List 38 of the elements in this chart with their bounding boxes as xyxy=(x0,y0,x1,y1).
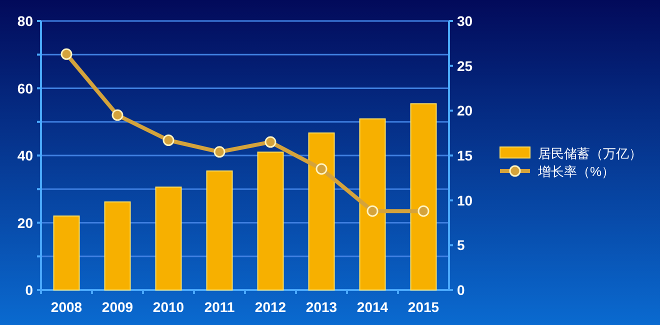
point xyxy=(60,48,72,60)
point xyxy=(264,136,276,148)
x-tick-label: 2011 xyxy=(204,299,235,315)
legend-label: 居民储蓄（万亿） xyxy=(538,146,642,161)
y-tick-label: 40 xyxy=(17,148,34,164)
x-tick-label: 2010 xyxy=(152,299,184,315)
bar xyxy=(155,186,182,290)
x-tick-label: 2008 xyxy=(50,299,82,315)
y2-tick-label: 20 xyxy=(457,102,473,119)
y2-tick-label: 5 xyxy=(457,237,465,254)
y2-tick-label: 15 xyxy=(457,148,473,164)
y-tick-label: 80 xyxy=(17,13,34,29)
bar xyxy=(104,201,131,290)
point xyxy=(418,205,430,217)
y-tick-label: 60 xyxy=(17,80,34,96)
x-tick-label: 2009 xyxy=(102,299,134,315)
x-tick-label: 2014 xyxy=(356,299,388,315)
point xyxy=(366,205,378,217)
y-tick-label: 0 xyxy=(25,282,34,298)
bar xyxy=(359,118,386,290)
y2-tick-label: 30 xyxy=(457,13,473,29)
x-tick-label: 2012 xyxy=(254,299,286,315)
bar xyxy=(206,170,233,290)
bar xyxy=(257,152,284,290)
y2-tick-label: 0 xyxy=(457,282,465,298)
point xyxy=(112,109,124,121)
y2-tick-label: 10 xyxy=(457,192,473,208)
legend-label: 增长率（%） xyxy=(537,164,615,179)
x-tick-label: 2015 xyxy=(408,299,440,315)
point xyxy=(162,134,174,146)
bar xyxy=(308,132,335,290)
point xyxy=(316,163,328,175)
x-tick-label: 2013 xyxy=(306,299,338,315)
bar xyxy=(410,103,437,290)
bar xyxy=(53,216,80,290)
y-tick-label: 20 xyxy=(17,214,34,231)
y2-tick-label: 25 xyxy=(457,58,473,74)
point xyxy=(214,146,226,158)
